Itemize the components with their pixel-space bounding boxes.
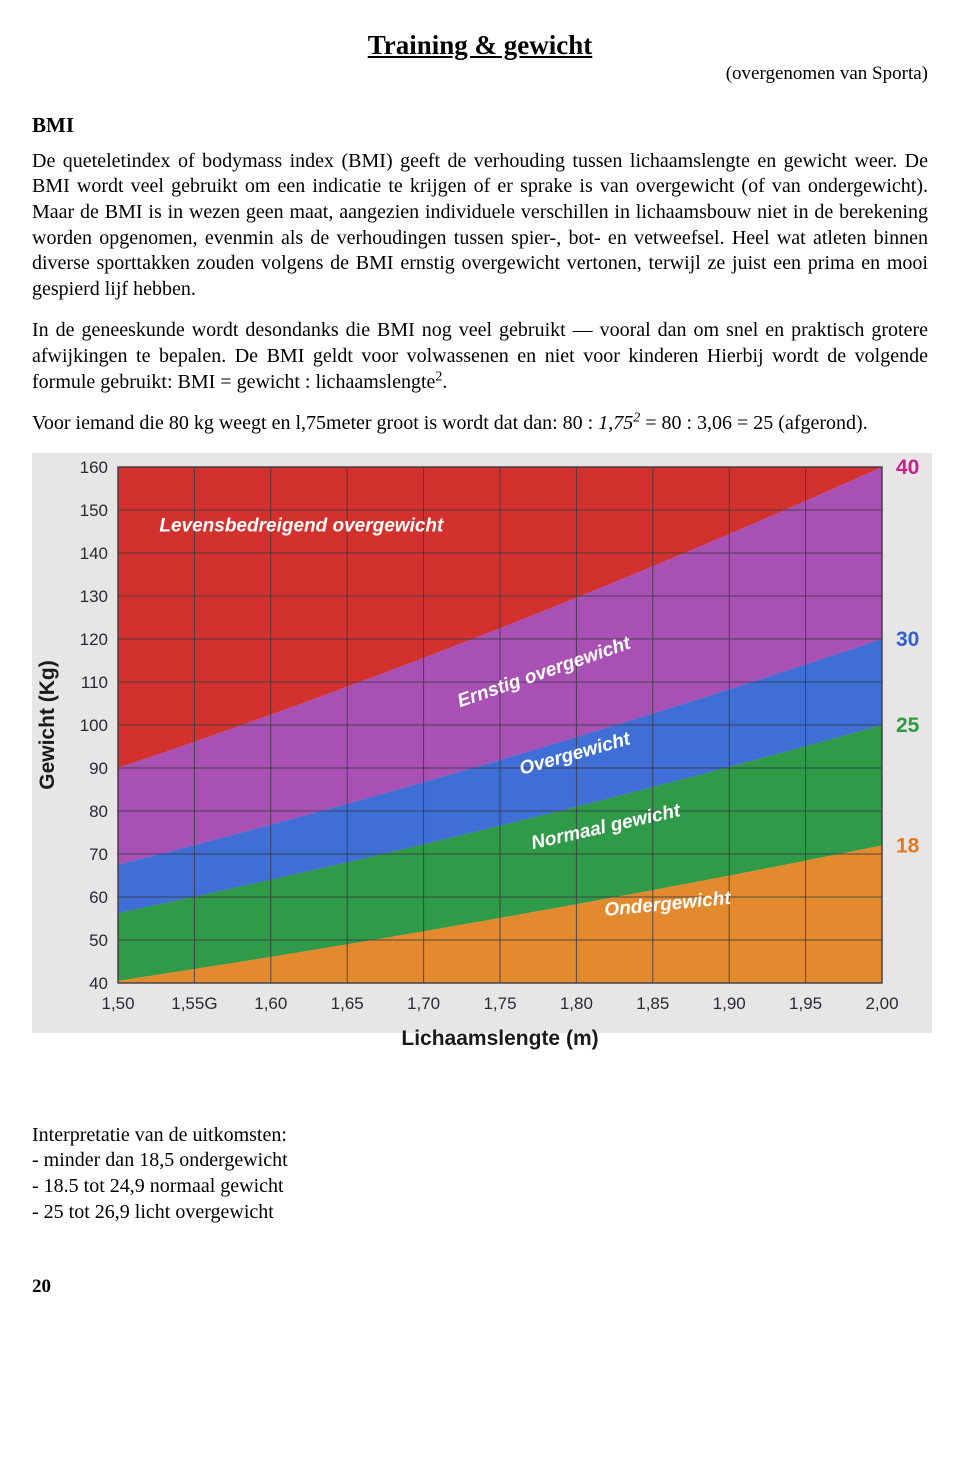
- svg-text:1,75: 1,75: [483, 994, 516, 1013]
- interpretation-block: Interpretatie van de uitkomsten: - minde…: [32, 1123, 928, 1225]
- interpretation-heading: Interpretatie van de uitkomsten:: [32, 1123, 928, 1149]
- svg-text:1,65: 1,65: [331, 994, 364, 1013]
- svg-text:60: 60: [89, 888, 108, 907]
- credit-text: (overgenomen van Sporta): [726, 62, 928, 86]
- svg-text:30: 30: [896, 628, 919, 651]
- svg-text:50: 50: [89, 931, 108, 950]
- page-title: Training & gewicht: [368, 28, 593, 63]
- svg-text:110: 110: [81, 673, 108, 692]
- svg-text:160: 160: [80, 458, 108, 477]
- paragraph-3b: = 80 : 3,06 = 25 (afgerond).: [640, 412, 868, 434]
- svg-text:25: 25: [896, 714, 920, 737]
- page-number: 20: [32, 1275, 928, 1299]
- paragraph-2: In de geneeskunde wordt desondanks die B…: [32, 318, 928, 395]
- paragraph-2b: .: [442, 371, 447, 393]
- svg-text:120: 120: [80, 630, 108, 649]
- svg-text:90: 90: [89, 759, 108, 778]
- svg-text:80: 80: [89, 802, 108, 821]
- paragraph-3a: Voor iemand die 80 kg weegt en l,75meter…: [32, 412, 598, 434]
- svg-text:40: 40: [89, 974, 108, 993]
- interpretation-line: - 18.5 tot 24,9 normaal gewicht: [32, 1174, 928, 1200]
- svg-text:1,80: 1,80: [560, 994, 593, 1013]
- interpretation-line: - minder dan 18,5 ondergewicht: [32, 1148, 928, 1174]
- svg-text:100: 100: [80, 716, 108, 735]
- svg-text:1,95: 1,95: [789, 994, 822, 1013]
- svg-text:150: 150: [80, 501, 108, 520]
- bmi-chart: Levensbedreigend overgewichtErnstig over…: [32, 453, 928, 1073]
- svg-text:1,60: 1,60: [254, 994, 287, 1013]
- svg-text:Levensbedreigend overgewicht: Levensbedreigend overgewicht: [159, 515, 444, 536]
- paragraph-2a: In de geneeskunde wordt desondanks die B…: [32, 319, 928, 392]
- svg-text:1,55G: 1,55G: [171, 994, 217, 1013]
- svg-text:140: 140: [80, 544, 108, 563]
- paragraph-3: Voor iemand die 80 kg weegt en l,75meter…: [32, 411, 928, 437]
- svg-text:1,70: 1,70: [407, 994, 440, 1013]
- svg-text:40: 40: [896, 456, 919, 479]
- svg-text:1,50: 1,50: [101, 994, 134, 1013]
- interpretation-line: - 25 tot 26,9 licht overgewicht: [32, 1200, 928, 1226]
- svg-text:1,90: 1,90: [713, 994, 746, 1013]
- svg-text:70: 70: [89, 845, 108, 864]
- paragraph-3-ital: 1,75: [598, 412, 633, 434]
- svg-text:Lichaamslengte (m): Lichaamslengte (m): [401, 1027, 598, 1050]
- svg-text:130: 130: [80, 587, 108, 606]
- section-heading-bmi: BMI: [32, 112, 928, 139]
- paragraph-1: De queteletindex of bodymass index (BMI)…: [32, 149, 928, 303]
- svg-text:2,00: 2,00: [865, 994, 898, 1013]
- svg-text:Gewicht (Kg): Gewicht (Kg): [36, 660, 59, 790]
- svg-text:18: 18: [896, 834, 920, 857]
- svg-text:1,85: 1,85: [636, 994, 669, 1013]
